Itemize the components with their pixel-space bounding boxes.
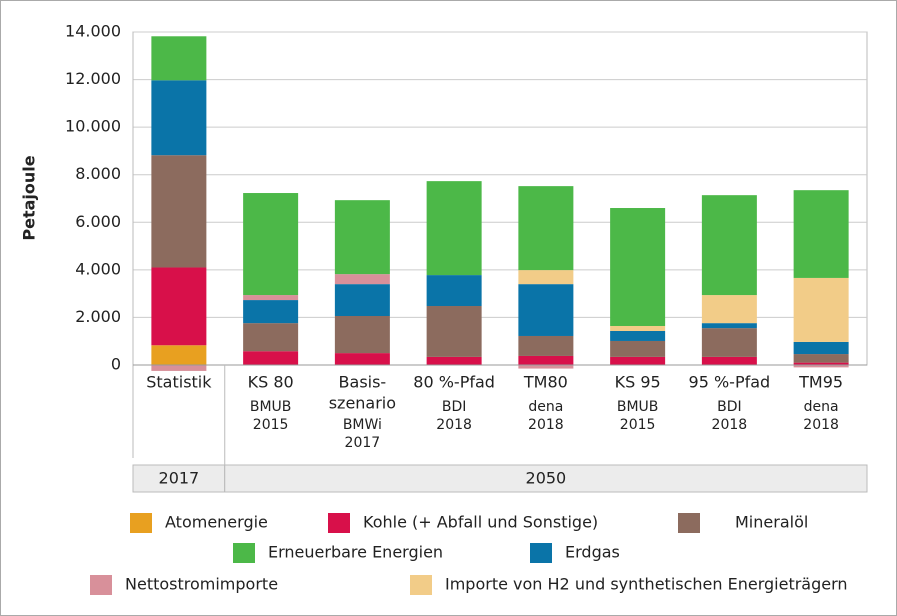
x-tick-label: 80 %-Pfad <box>413 373 495 392</box>
legend-swatch <box>233 543 255 563</box>
x-tick-label: BDI <box>442 399 467 415</box>
bar-segment <box>610 330 666 341</box>
bar-segment <box>793 365 849 368</box>
bar-segment <box>426 356 482 365</box>
bar-segment <box>243 351 299 365</box>
bar-segment <box>334 274 390 285</box>
x-tick-label: 2015 <box>620 417 656 433</box>
bar-segment <box>793 362 849 365</box>
legend-swatch <box>90 575 112 595</box>
legend-label: Erneuerbare Energien <box>268 543 443 562</box>
x-tick-label: 2018 <box>528 417 564 433</box>
group-box <box>132 464 226 493</box>
bar-segment <box>518 365 574 369</box>
legend-label: Erdgas <box>565 543 620 562</box>
bar-segment <box>243 323 299 352</box>
bar-segment <box>243 300 299 324</box>
y-tick-label: 6.000 <box>75 212 121 231</box>
legend-swatch <box>678 513 700 533</box>
x-tick-label: dena <box>528 399 563 415</box>
plot-frame <box>132 31 868 366</box>
legend-label: Atomenergie <box>165 513 268 532</box>
bar-segment <box>151 36 207 81</box>
bar-segment <box>151 365 207 371</box>
bar-segment <box>518 284 574 336</box>
y-tick-label: 10.000 <box>65 117 121 136</box>
legend-label: Nettostromimporte <box>125 575 278 594</box>
x-tick-label: 2018 <box>436 417 472 433</box>
bar-segment <box>151 345 207 365</box>
bar-segment <box>701 323 757 329</box>
x-tick-label: Statistik <box>146 373 212 392</box>
x-tick-label: BMUB <box>617 399 659 415</box>
bar-segment <box>701 295 757 324</box>
bar-segment <box>793 354 849 363</box>
bar-segment <box>426 275 482 307</box>
y-tick-label: 4.000 <box>75 259 121 278</box>
bar-segment <box>334 200 390 275</box>
bar-segment <box>518 355 574 365</box>
x-tick-label: szenario <box>329 394 396 413</box>
group-label: 2050 <box>526 469 567 488</box>
x-tick-label: 2018 <box>712 417 748 433</box>
bar-segment <box>334 316 390 354</box>
x-tick-label: BMWi <box>343 417 382 433</box>
bar-segment <box>334 284 390 317</box>
bar-segment <box>243 295 299 301</box>
bar-segment <box>793 190 849 278</box>
bar-segment <box>610 208 666 326</box>
bar-segment <box>243 193 299 296</box>
bar-segment <box>793 277 849 342</box>
bar-segment <box>701 195 757 296</box>
y-tick-label: 2.000 <box>75 307 121 326</box>
legend-label: Mineralöl <box>735 513 808 532</box>
x-tick-label: TM80 <box>523 373 568 392</box>
x-tick-label: 2018 <box>803 417 839 433</box>
y-axis-label: Petajoule <box>20 155 39 240</box>
bar-segment <box>610 340 666 357</box>
x-tick-label: KS 95 <box>615 373 661 392</box>
y-tick-label: 14.000 <box>65 22 121 41</box>
bar-segment <box>701 328 757 357</box>
x-tick-label: 95 %-Pfad <box>689 373 771 392</box>
bar-segment <box>426 181 482 276</box>
bar-segment <box>426 306 482 357</box>
group-box <box>224 464 868 493</box>
x-tick-label: KS 80 <box>248 373 294 392</box>
bar-segment <box>151 267 207 346</box>
y-tick-label: 8.000 <box>75 164 121 183</box>
x-tick-label: BMUB <box>250 399 292 415</box>
legend-swatch <box>410 575 432 595</box>
x-tick-label: 2015 <box>253 417 289 433</box>
group-label: 2017 <box>159 469 200 488</box>
bar-segment <box>518 186 574 271</box>
y-tick-label: 12.000 <box>65 69 121 88</box>
bar-segment <box>610 356 666 365</box>
bar-segment <box>793 341 849 355</box>
bar-segment <box>610 325 666 331</box>
y-tick-label: 0 <box>111 355 121 374</box>
x-tick-label: dena <box>804 399 839 415</box>
x-tick-label: Basis- <box>339 373 387 392</box>
bar-segment <box>518 270 574 285</box>
bar-segment <box>151 80 207 156</box>
legend-label: Kohle (+ Abfall und Sonstige) <box>363 513 598 532</box>
bar-segment <box>518 335 574 356</box>
legend-label: Importe von H2 und synthetischen Energie… <box>445 575 848 594</box>
bar-segment <box>334 353 390 365</box>
bar-segment <box>151 155 207 268</box>
bar-segment <box>701 356 757 365</box>
x-tick-label: TM95 <box>798 373 843 392</box>
legend-swatch <box>530 543 552 563</box>
legend-swatch <box>130 513 152 533</box>
legend-swatch <box>328 513 350 533</box>
x-tick-label: 2017 <box>345 435 381 451</box>
x-tick-label: BDI <box>717 399 742 415</box>
